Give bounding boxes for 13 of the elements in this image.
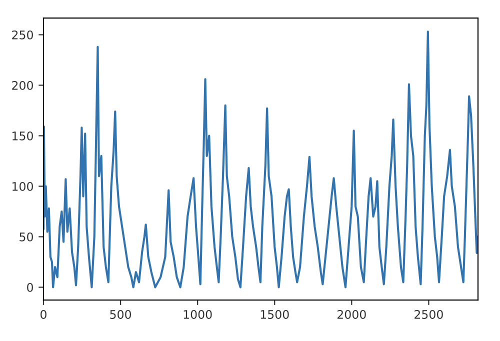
x-tick-label: 1000 xyxy=(184,310,212,319)
y-tick-label: 250 xyxy=(12,30,33,40)
line-series xyxy=(44,30,478,288)
y-tick-label: 200 xyxy=(12,80,33,90)
x-tick-label: 1500 xyxy=(260,310,289,319)
x-tick-label: 0 xyxy=(40,310,46,319)
x-tick-label: 500 xyxy=(110,310,132,319)
y-tick-label: 0 xyxy=(27,282,33,292)
x-tick-label: 2000 xyxy=(338,310,366,319)
y-tick-label: 50 xyxy=(20,232,33,242)
y-tick-label: 150 xyxy=(12,131,33,140)
y-tick-label: 100 xyxy=(12,182,33,191)
x-tick-label: 2500 xyxy=(414,310,443,319)
